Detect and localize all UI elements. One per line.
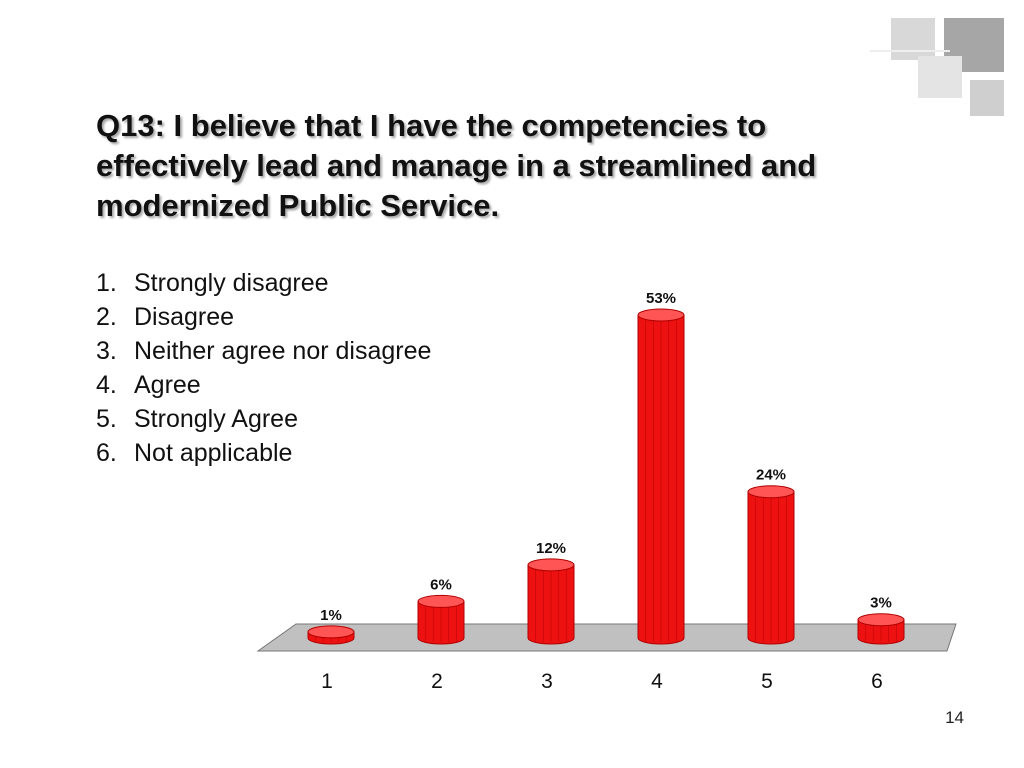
answer-option-label: Disagree bbox=[134, 303, 235, 331]
answer-options-list: 1. Strongly disagree 2. Disagree 3. Neither a… bbox=[96, 266, 431, 470]
answer-option-number: 3. bbox=[96, 337, 117, 365]
bar bbox=[637, 308, 685, 645]
answer-option: 1. Strongly disagree bbox=[96, 266, 431, 300]
answer-option: 2. Disagree bbox=[96, 300, 431, 334]
data-label: 6% bbox=[430, 576, 452, 593]
answer-option-label: Not applicable bbox=[134, 439, 293, 467]
answer-option-number: 2. bbox=[96, 303, 117, 331]
answer-option: 5. Strongly Agree bbox=[96, 402, 431, 436]
answer-option-number: 4. bbox=[96, 371, 117, 399]
x-tick-label: 2 bbox=[431, 670, 443, 693]
data-label: 24% bbox=[756, 467, 786, 484]
slide-title: Q13: I believe that I have the competenc… bbox=[96, 108, 817, 223]
bar bbox=[747, 485, 795, 645]
data-label: 53% bbox=[646, 290, 676, 307]
answer-option-number: 5. bbox=[96, 405, 117, 433]
answer-option-label: Neither agree nor disagree bbox=[134, 337, 432, 365]
x-tick-label: 1 bbox=[321, 670, 333, 693]
answer-option-label: Agree bbox=[134, 371, 201, 399]
bar bbox=[307, 625, 355, 645]
deco-line bbox=[870, 50, 950, 52]
answer-option: 4. Agree bbox=[96, 368, 431, 402]
x-tick-label: 4 bbox=[651, 670, 663, 693]
answer-option: 6. Not applicable bbox=[96, 436, 431, 470]
x-tick-label: 3 bbox=[541, 670, 553, 693]
data-label: 12% bbox=[536, 540, 566, 557]
x-tick-label: 6 bbox=[871, 670, 883, 693]
answer-option-label: Strongly Agree bbox=[134, 405, 298, 433]
data-label: 3% bbox=[870, 595, 892, 612]
deco-square bbox=[891, 18, 935, 60]
answer-option: 3. Neither agree nor disagree bbox=[96, 334, 431, 368]
bar bbox=[527, 558, 575, 645]
bar bbox=[417, 594, 465, 645]
page-number: 14 bbox=[945, 708, 964, 727]
answer-option-number: 1. bbox=[96, 269, 117, 297]
deco-square bbox=[970, 80, 1004, 116]
chart-floor bbox=[256, 623, 957, 652]
x-tick-label: 5 bbox=[761, 670, 773, 693]
data-label: 1% bbox=[320, 607, 342, 624]
answer-option-label: Strongly disagree bbox=[134, 269, 329, 297]
bar bbox=[857, 613, 905, 645]
answer-option-number: 6. bbox=[96, 439, 117, 467]
deco-square bbox=[918, 56, 962, 98]
